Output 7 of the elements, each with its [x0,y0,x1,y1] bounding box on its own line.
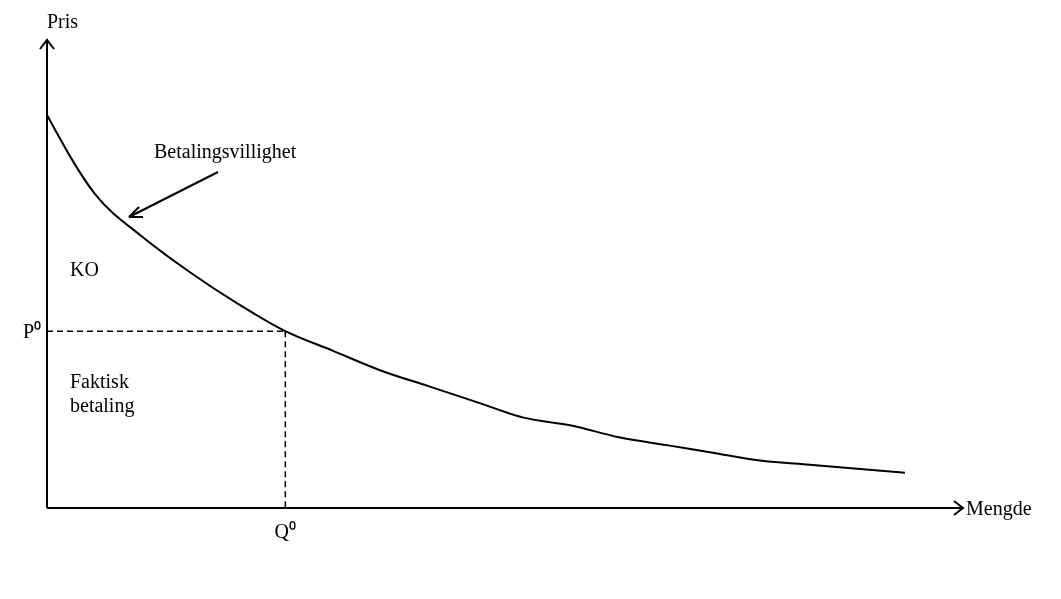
text: Q⁰ [274,520,297,542]
annotation: Betalingsvillighet [154,140,297,163]
annotation: KO [70,258,99,280]
y-axis-title: Pris [47,10,79,32]
ref-line-label: P⁰ [22,320,41,343]
x-axis-title: Mengde [966,497,1032,520]
annotation: Faktisk betaling [70,370,135,417]
